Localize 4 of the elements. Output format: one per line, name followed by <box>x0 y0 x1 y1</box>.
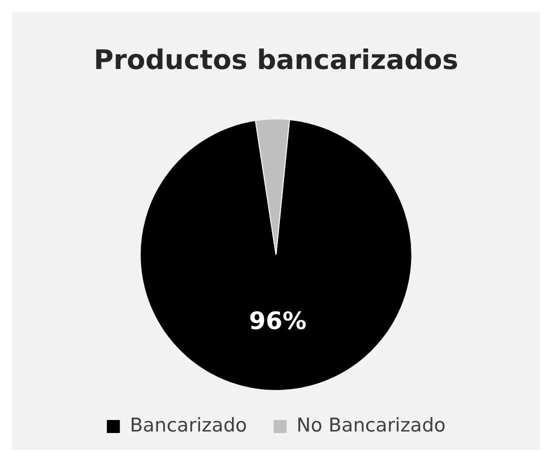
chart-title: Productos bancarizados <box>94 45 458 76</box>
legend-label: No Bancarizado <box>296 414 446 436</box>
legend-label: Bancarizado <box>130 414 248 436</box>
data-label: 96% <box>249 306 307 335</box>
